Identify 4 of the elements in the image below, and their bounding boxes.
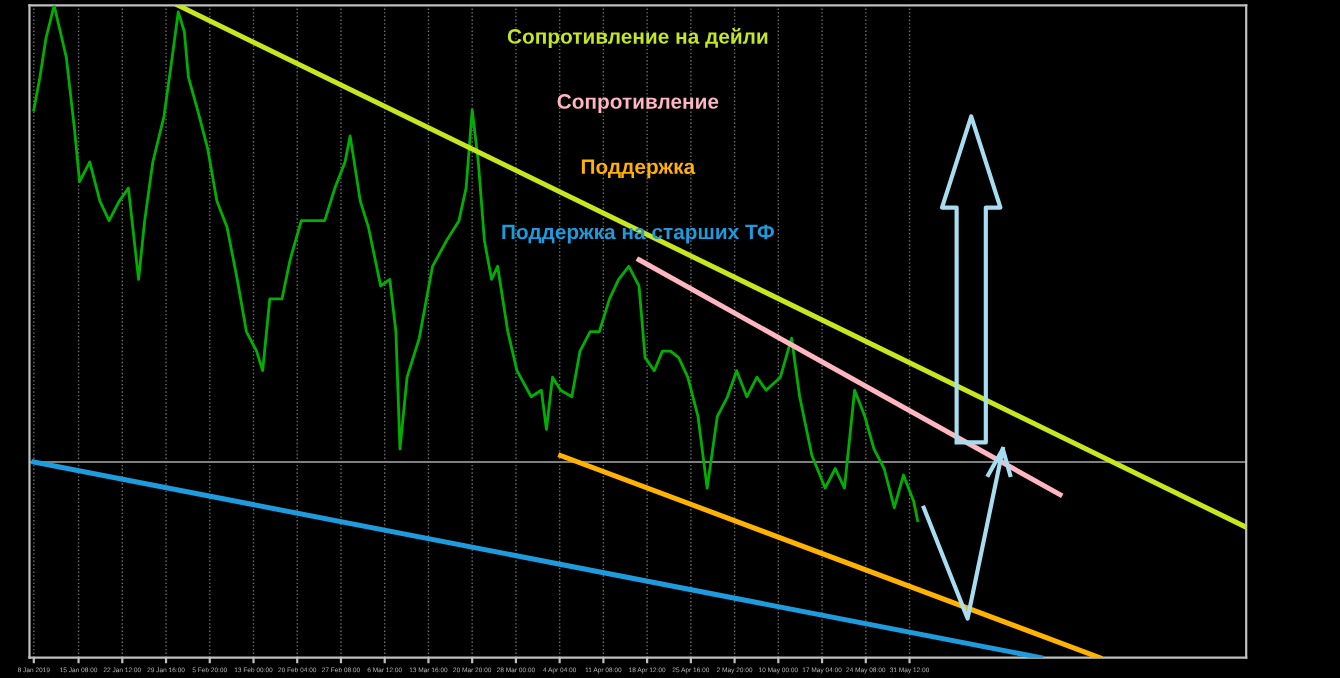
text: Сопротивление [557,94,719,113]
text: Поддержка на старших ТФ [502,224,775,244]
text: Поддержка [581,159,696,179]
text: Сопротивление на дейли [507,28,768,48]
